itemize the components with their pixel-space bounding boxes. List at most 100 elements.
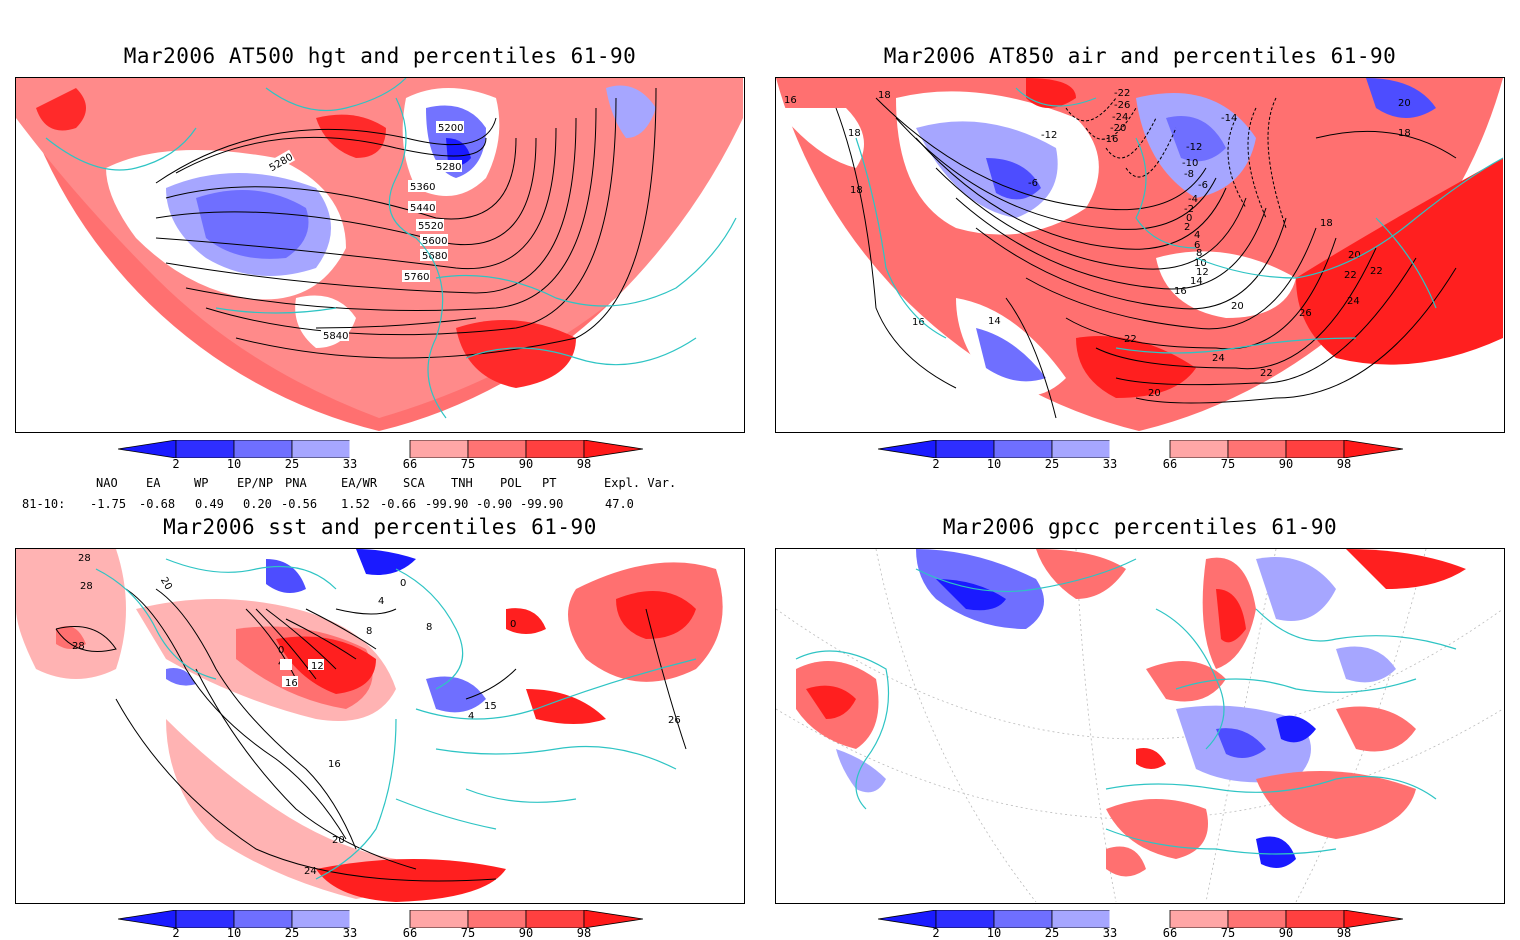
contour-label: -2 [1184, 204, 1194, 215]
contour-label: -6 [1198, 180, 1208, 191]
contour-label: 15 [484, 701, 497, 712]
colorbar-label: 66 [402, 457, 418, 471]
tele-value: -0.68 [139, 497, 176, 511]
colorbar-label: 90 [1278, 926, 1294, 940]
contour-label: 14 [1190, 276, 1203, 287]
contour-label: 5680 [422, 251, 447, 262]
tele-header: EP/NP [237, 476, 274, 490]
tele-header: PT [542, 476, 557, 490]
contour-label: 12 [1196, 267, 1209, 278]
colorbar-panel-3 [117, 909, 644, 929]
colorbar-label: 98 [576, 926, 592, 940]
tele-value: -99.90 [520, 497, 564, 511]
contour-label: 22 [1124, 334, 1137, 345]
contour-label: -20 [1110, 123, 1126, 134]
colorbar-label: 2 [172, 457, 180, 471]
contour-label: 28 [72, 641, 85, 652]
contour-label: 20 [1398, 98, 1411, 109]
tele-value: -99.90 [425, 497, 469, 511]
colorbar-label: 90 [518, 926, 534, 940]
contour-label: 20 [1148, 388, 1161, 399]
contour-label: 5520 [418, 221, 443, 232]
contour-label: 16 [1174, 286, 1187, 297]
contour-label: -6 [1028, 178, 1038, 189]
contour-label: 22 [1344, 270, 1357, 281]
colorbar-panel-4 [877, 909, 1404, 929]
contour-label: 0 [510, 619, 516, 630]
contour-label: 5360 [410, 182, 435, 193]
contour-label: 16 [328, 759, 341, 770]
contour-label: 0 [1186, 213, 1192, 224]
contour-label: -22 [1114, 88, 1130, 99]
contour-label: 12 [311, 661, 324, 672]
colorbar-panel-1 [117, 439, 644, 459]
contour-label: 14 [988, 316, 1001, 327]
panel-title-1: Mar2006 AT500 hgt and percentiles 61-90 [123, 44, 637, 68]
map-panel-at500-hgt: 5200 5280 5280 5360 5440 5520 5600 5680 … [15, 77, 745, 433]
contour-label: 20 [332, 835, 345, 846]
map-panel-gpcc [775, 548, 1505, 904]
contour-label: 18 [850, 185, 863, 196]
colorbar-label: 25 [1044, 457, 1060, 471]
contour-label: 18 [848, 128, 861, 139]
colorbar-label: 2 [932, 926, 940, 940]
colorbar-label: 98 [1336, 926, 1352, 940]
contour-label: 5440 [410, 203, 435, 214]
panel-title-4: Mar2006 gpcc percentiles 61-90 [942, 515, 1338, 539]
contour-label: 18 [1398, 128, 1411, 139]
tele-value: 0.20 [243, 497, 272, 511]
contour-label: -8 [1184, 169, 1194, 180]
tele-value: -0.90 [476, 497, 513, 511]
colorbar-label: 75 [1220, 457, 1236, 471]
contour-label: 5200 [438, 123, 463, 134]
map-panel-sst: 28 28 28 20 0 4 12 16 0 4 8 8 0 4 15 16 … [15, 548, 745, 904]
contour-label: -10 [1182, 158, 1198, 169]
contour-label: 4 [1194, 230, 1200, 241]
contour-label: 24 [1212, 353, 1225, 364]
contour-label: 8 [366, 626, 372, 637]
contour-label: -4 [1188, 194, 1198, 205]
contour-label: -16 [1102, 134, 1118, 145]
tele-header: SCA [403, 476, 425, 490]
tele-header: EA/WR [341, 476, 378, 490]
contour-label: 4 [378, 596, 384, 607]
contour-label: 0 [400, 578, 406, 589]
contour-label: 16 [285, 678, 298, 689]
contour-label: -14 [1221, 113, 1237, 124]
contour-label: 22 [1370, 266, 1383, 277]
colorbar-label: 66 [1162, 926, 1178, 940]
contour-label: 24 [1347, 296, 1360, 307]
tele-value: 0.49 [195, 497, 224, 511]
contour-label: 8 [426, 622, 432, 633]
colorbar-label: 2 [932, 457, 940, 471]
contour-label: 4 [468, 711, 474, 722]
colorbar-label: 25 [284, 926, 300, 940]
contour-label: -12 [1041, 130, 1057, 141]
contour-label: 22 [1260, 368, 1273, 379]
contour-label: 5760 [404, 272, 429, 283]
tele-header: WP [194, 476, 209, 490]
colorbar-label: 10 [226, 926, 242, 940]
tele-value: -1.75 [90, 497, 127, 511]
colorbar-label: 66 [402, 926, 418, 940]
colorbar-label: 66 [1162, 457, 1178, 471]
panel-title-3: Mar2006 sst and percentiles 61-90 [163, 515, 597, 539]
contour-label: 20 [1231, 301, 1244, 312]
contour-label: 6 [1194, 240, 1200, 251]
contour-label: -12 [1186, 142, 1202, 153]
tele-value: 47.0 [605, 497, 634, 511]
contour-label: 16 [912, 317, 925, 328]
colorbar-label: 33 [1102, 926, 1118, 940]
tele-header: POL [500, 476, 522, 490]
colorbar-label: 75 [1220, 926, 1236, 940]
colorbar-label: 90 [1278, 457, 1294, 471]
tele-value: -0.66 [380, 497, 417, 511]
contour-label: 28 [78, 553, 91, 564]
contour-label: 10 [1194, 258, 1207, 269]
tele-value: -0.56 [281, 497, 318, 511]
colorbar-label: 25 [284, 457, 300, 471]
contour-label: -24 [1112, 112, 1128, 123]
colorbar-label: 98 [576, 457, 592, 471]
colorbar-label: 10 [986, 457, 1002, 471]
colorbar-label: 25 [1044, 926, 1060, 940]
